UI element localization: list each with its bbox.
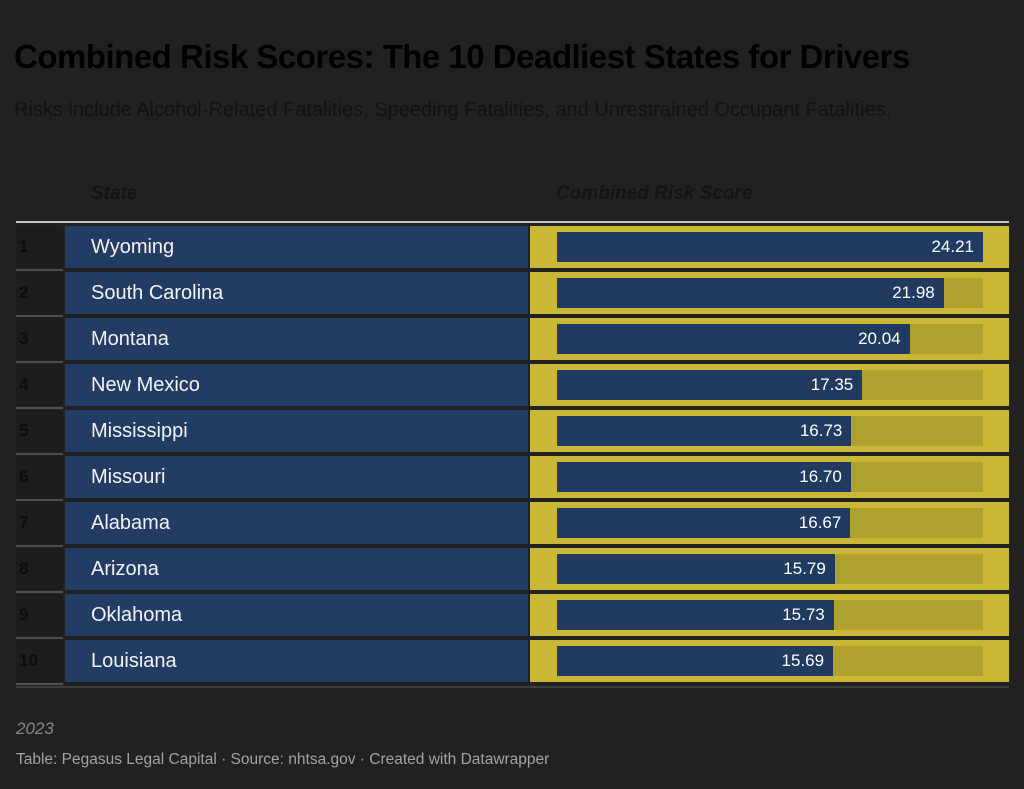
table-row: 8 Arizona 15.79 — [16, 548, 1009, 593]
score-bar-cell: 24.21 — [530, 226, 1009, 268]
table-body: 1 Wyoming 24.21 2 South Carolina 21.98 — [16, 226, 1009, 685]
state-label: Arizona — [91, 558, 159, 580]
state-cell: Arizona — [65, 548, 528, 590]
column-header-score[interactable]: Combined Risk Score — [556, 183, 753, 204]
rank-cell: 2 — [16, 272, 63, 317]
bar-track: 20.04 — [557, 324, 983, 354]
state-cell: New Mexico — [65, 364, 528, 406]
state-cell: South Carolina — [65, 272, 528, 314]
score-bar: 16.73 — [557, 416, 852, 446]
bar-track: 15.69 — [557, 646, 983, 676]
score-bar-cell: 15.79 — [530, 548, 1009, 590]
bar-track: 21.98 — [557, 278, 983, 308]
chart-subtitle: Risks include Alcohol-Related Fatalities… — [14, 99, 892, 121]
table-row: 2 South Carolina 21.98 — [16, 272, 1009, 317]
state-cell: Alabama — [65, 502, 528, 544]
score-bar: 21.98 — [557, 278, 944, 308]
state-label: Mississippi — [91, 420, 188, 442]
state-cell: Montana — [65, 318, 528, 360]
state-cell: Wyoming — [65, 226, 528, 268]
score-value: 24.21 — [931, 237, 974, 256]
score-bar: 24.21 — [557, 232, 983, 262]
state-label: South Carolina — [91, 282, 224, 304]
score-value: 17.35 — [810, 375, 854, 394]
rank-label: 5 — [19, 421, 29, 440]
bar-track: 15.73 — [557, 600, 983, 630]
rank-cell: 7 — [16, 502, 63, 547]
rank-cell: 10 — [16, 640, 63, 685]
bar-track: 15.79 — [557, 554, 983, 584]
table-row: 6 Missouri 16.70 — [16, 456, 1009, 501]
table-row: 3 Montana 20.04 — [16, 318, 1009, 363]
table-row: 5 Mississippi 16.73 — [16, 410, 1009, 455]
table-row: 9 Oklahoma 15.73 — [16, 594, 1009, 639]
score-bar-cell: 17.35 — [530, 364, 1009, 406]
state-label: Missouri — [91, 466, 166, 488]
score-value: 20.04 — [858, 329, 901, 348]
score-bar-cell: 16.73 — [530, 410, 1009, 452]
score-bar: 16.70 — [557, 462, 851, 492]
score-bar-cell: 15.73 — [530, 594, 1009, 636]
rank-cell: 5 — [16, 410, 63, 455]
rank-label: 3 — [19, 329, 29, 348]
page-title: Combined Risk Scores: The 10 Deadliest S… — [14, 38, 910, 76]
score-bar: 15.79 — [557, 554, 835, 584]
score-bar-cell: 15.69 — [530, 640, 1009, 682]
attribution-line: Table: Pegasus Legal Capital · Source: n… — [16, 751, 550, 768]
rank-cell: 3 — [16, 318, 63, 363]
rank-label: 9 — [19, 605, 29, 624]
score-value: 15.69 — [781, 651, 825, 670]
table-row: 7 Alabama 16.67 — [16, 502, 1009, 547]
score-bar-cell: 21.98 — [530, 272, 1009, 314]
state-label: New Mexico — [91, 374, 200, 396]
score-value: 16.73 — [799, 421, 843, 440]
rank-cell: 9 — [16, 594, 63, 639]
state-label: Oklahoma — [91, 604, 183, 626]
score-bar: 15.73 — [557, 600, 834, 630]
rank-label: 2 — [19, 283, 29, 302]
rank-label: 10 — [19, 651, 38, 670]
risk-table: 1 Wyoming 24.21 2 South Carolina 21.98 — [16, 221, 1009, 688]
rank-label: 8 — [19, 559, 29, 578]
bar-track: 24.21 — [557, 232, 983, 262]
score-value: 15.79 — [783, 559, 826, 578]
state-label: Louisiana — [91, 650, 177, 672]
score-value: 16.70 — [799, 467, 842, 486]
state-label: Wyoming — [91, 236, 175, 258]
state-cell: Louisiana — [65, 640, 528, 682]
score-bar: 20.04 — [557, 324, 910, 354]
rank-cell: 6 — [16, 456, 63, 501]
rank-cell: 1 — [16, 226, 63, 271]
rank-label: 7 — [19, 513, 29, 532]
score-value: 21.98 — [892, 283, 935, 302]
score-value: 15.73 — [782, 605, 825, 624]
rank-label: 4 — [19, 375, 29, 394]
rank-cell: 8 — [16, 548, 63, 593]
state-cell: Oklahoma — [65, 594, 528, 636]
footer-note: 2023 — [16, 719, 54, 738]
table-row: 10 Louisiana 15.69 — [16, 640, 1009, 685]
bar-track: 17.35 — [557, 370, 983, 400]
state-cell: Mississippi — [65, 410, 528, 452]
bar-track: 16.67 — [557, 508, 983, 538]
score-value: 16.67 — [798, 513, 842, 532]
bar-track: 16.73 — [557, 416, 983, 446]
bar-track: 16.70 — [557, 462, 983, 492]
rank-cell: 4 — [16, 364, 63, 409]
state-label: Alabama — [91, 512, 170, 534]
rank-label: 6 — [19, 467, 29, 486]
score-bar: 16.67 — [557, 508, 851, 538]
state-cell: Missouri — [65, 456, 528, 498]
table-row: 4 New Mexico 17.35 — [16, 364, 1009, 409]
score-bar: 17.35 — [557, 370, 863, 400]
state-label: Montana — [91, 328, 169, 350]
score-bar-cell: 16.70 — [530, 456, 1009, 498]
score-bar-cell: 20.04 — [530, 318, 1009, 360]
column-header-state[interactable]: State — [91, 183, 138, 204]
rank-label: 1 — [19, 237, 29, 256]
table-row: 1 Wyoming 24.21 — [16, 226, 1009, 271]
score-bar: 15.69 — [557, 646, 834, 676]
score-bar-cell: 16.67 — [530, 502, 1009, 544]
